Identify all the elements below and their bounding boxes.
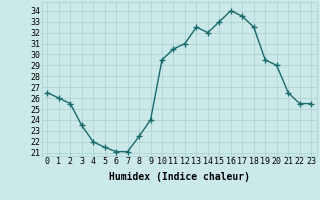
X-axis label: Humidex (Indice chaleur): Humidex (Indice chaleur): [109, 172, 250, 182]
